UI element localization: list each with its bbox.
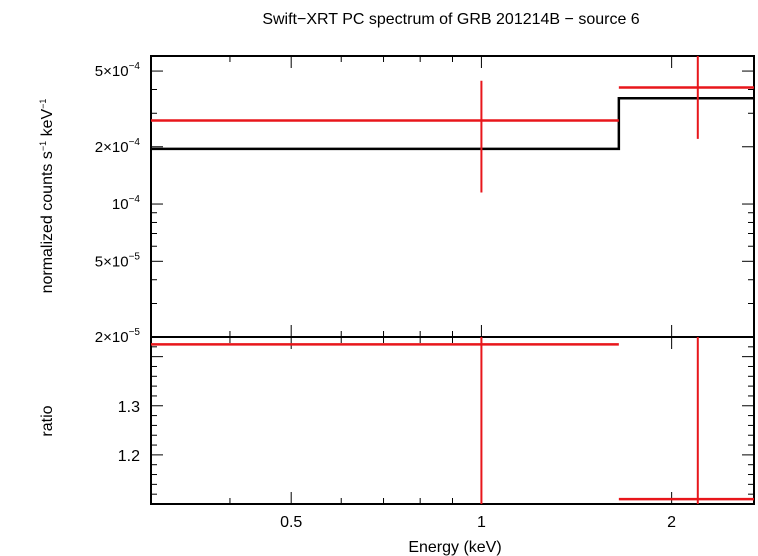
x-tick-label: 1 xyxy=(477,514,486,531)
chart-title: Swift−XRT PC spectrum of GRB 201214B − s… xyxy=(262,11,639,28)
y-tick-label: 5×10−5 xyxy=(95,251,141,270)
model-step-line xyxy=(151,96,754,151)
y-tick-label: 10−4 xyxy=(112,194,141,213)
y-tick-label: 2×10−4 xyxy=(95,137,141,156)
x-axis-label: Energy (keV) xyxy=(408,539,501,556)
ratio-y-axis-label: ratio xyxy=(39,405,56,436)
y-tick-label: 1.2 xyxy=(118,448,140,465)
y-tick-label: 5×10−4 xyxy=(95,61,141,80)
ratio-panel-frame xyxy=(150,336,755,505)
y-tick-label: 1.3 xyxy=(118,399,140,416)
x-tick-label: 0.5 xyxy=(280,514,302,531)
x-tick-label: 2 xyxy=(667,514,676,531)
spectrum-y-axis-label: normalized counts s−1 keV−1 xyxy=(38,99,56,294)
y-tick-label: 2×10−5 xyxy=(95,327,141,346)
